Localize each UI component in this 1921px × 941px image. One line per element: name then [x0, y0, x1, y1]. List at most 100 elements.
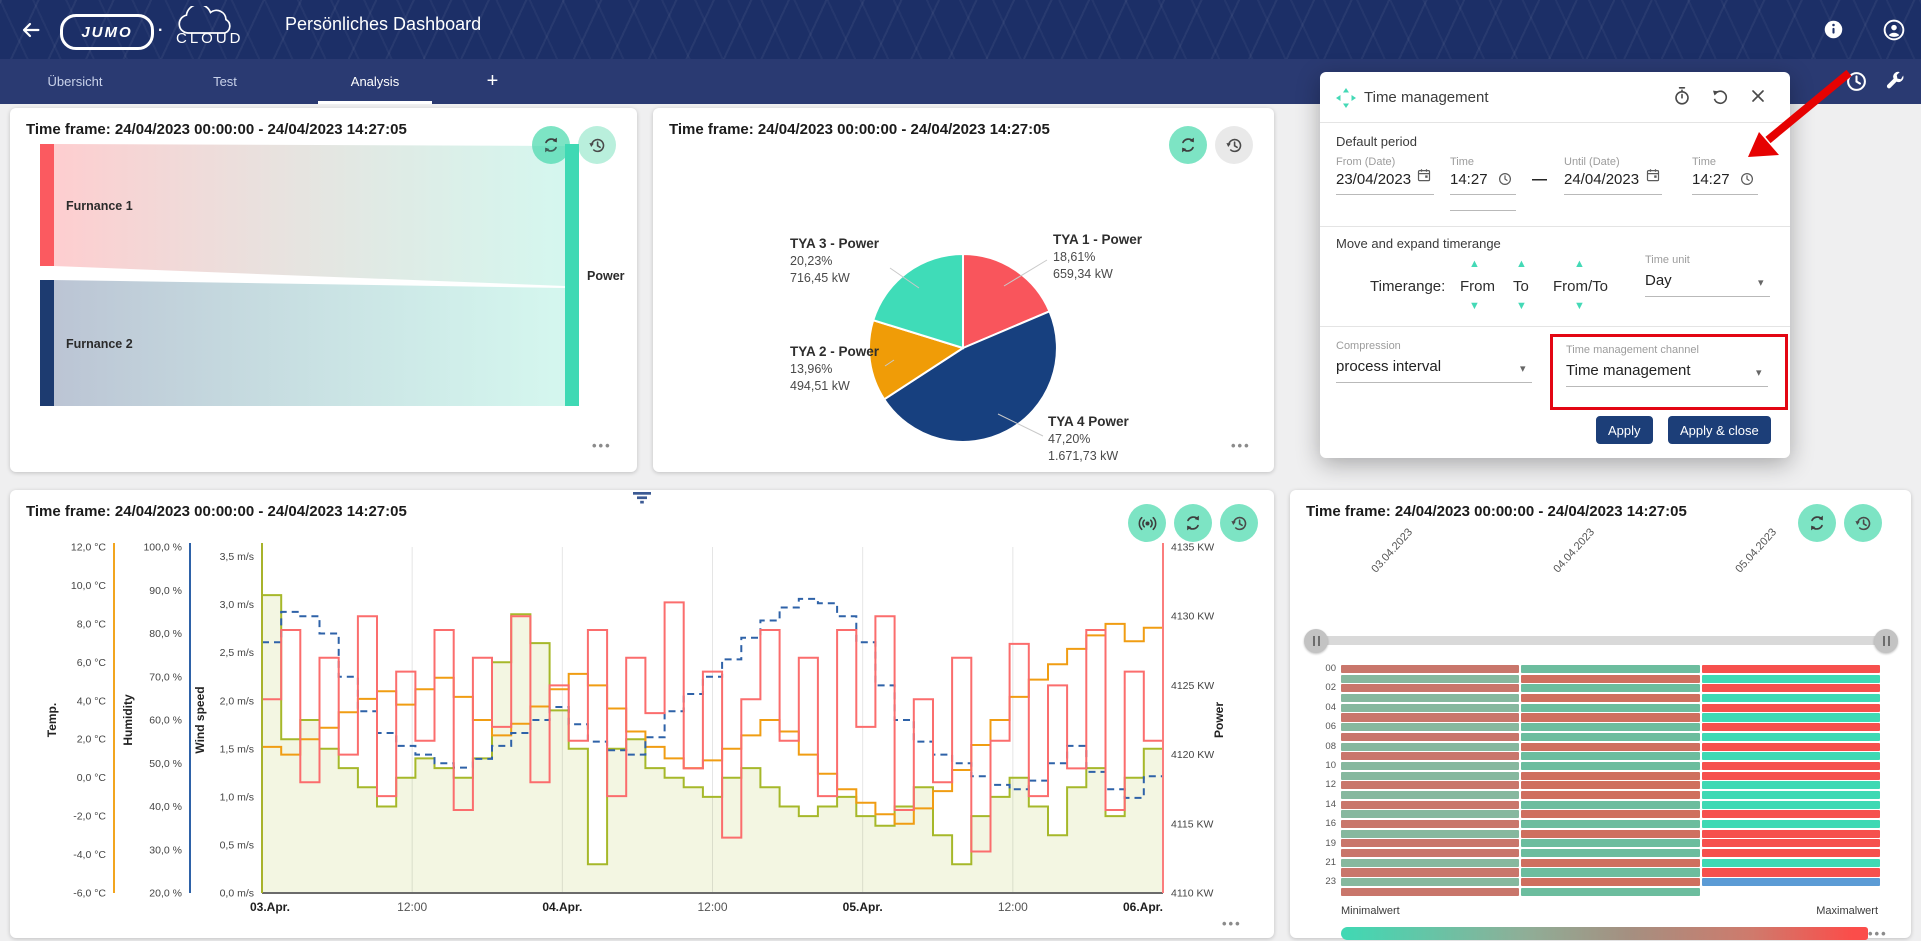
temp-tick-label: -2,0 °C	[73, 811, 106, 823]
time-management-clock-icon[interactable]	[1845, 70, 1869, 94]
to-decrease-arrow[interactable]: ▼	[1516, 300, 1527, 312]
pie-chart: TYA 1 - Power 18,61% 659,34 kW TYA 4 Power 4…	[790, 232, 1143, 463]
time-unit-select[interactable]: Day	[1645, 272, 1672, 289]
clock-small-icon[interactable]	[1498, 172, 1512, 191]
x-tick-label: 05.Apr.	[843, 900, 883, 914]
close-icon[interactable]	[1748, 86, 1770, 108]
refresh-button[interactable]	[1798, 504, 1836, 542]
calendar-icon[interactable]	[1646, 168, 1660, 187]
temp-tick-label: 4,0 °C	[77, 695, 107, 707]
dropdown-arrow-icon[interactable]: ▾	[1520, 363, 1526, 375]
temp-tick-label: 6,0 °C	[77, 657, 107, 669]
info-icon[interactable]	[1822, 18, 1846, 42]
add-tab-button[interactable]: +	[486, 70, 499, 92]
history-button[interactable]	[1220, 504, 1258, 542]
from-increase-arrow[interactable]: ▲	[1469, 258, 1480, 270]
heatmap-row-label: 14	[1325, 798, 1336, 810]
humidity-tick-label: 100,0 %	[143, 542, 182, 554]
heatmap-date-label: 05.04.2023	[1733, 526, 1780, 576]
channel-select[interactable]: Time management	[1566, 362, 1691, 379]
heatmap-cell	[1341, 878, 1520, 887]
until-date-label: Until (Date)	[1564, 156, 1620, 168]
timerange-label: Timerange:	[1370, 278, 1446, 295]
heatmap-cell	[1521, 684, 1700, 693]
power-tick-label: 4125 KW	[1171, 680, 1214, 692]
heatmap-cell	[1341, 839, 1520, 848]
account-icon[interactable]	[1882, 18, 1906, 42]
live-button[interactable]	[1128, 504, 1166, 542]
sankey-label-furnance1: Furnance 1	[66, 199, 133, 213]
dropdown-arrow-icon[interactable]: ▾	[1756, 367, 1762, 379]
from-time-label: Time	[1450, 156, 1475, 168]
heatmap-cell	[1521, 771, 1700, 780]
heatmap-cell	[1521, 674, 1700, 683]
range-slider-right-handle[interactable]	[1874, 629, 1898, 653]
until-time-field[interactable]: 14:27	[1692, 171, 1730, 188]
heatmap-cell	[1701, 684, 1880, 693]
wind-tick-label: 3,0 m/s	[220, 599, 254, 611]
heatmap-row-label: 23	[1325, 876, 1336, 888]
dropdown-arrow-icon[interactable]: ▾	[1758, 277, 1764, 289]
temp-tick-label: 12,0 °C	[71, 542, 107, 554]
filter-icon[interactable]	[630, 490, 654, 510]
apply-button[interactable]: Apply	[1596, 416, 1653, 444]
heatmap-cell	[1341, 800, 1520, 809]
sankey-flow-furnance2	[54, 280, 565, 406]
logo-separator-dot: ·	[158, 22, 164, 39]
heatmap-cell	[1701, 674, 1880, 683]
x-tick-label: 06.Apr.	[1123, 900, 1163, 914]
heatmap-cell	[1701, 752, 1880, 761]
x-tick-label: 12:00	[697, 900, 727, 914]
from-time-field[interactable]: 14:27	[1450, 171, 1488, 188]
power-tick-label: 4130 KW	[1171, 611, 1214, 623]
pie-slice-value: 1.671,73 kW	[1048, 449, 1118, 463]
from-spinner-label: From	[1460, 278, 1495, 295]
undo-icon[interactable]	[1710, 86, 1732, 108]
heatmap-cell	[1521, 887, 1700, 896]
tab-analysis[interactable]: Analysis	[300, 59, 450, 104]
legend-max-label: Maximalwert	[1816, 905, 1878, 917]
power-tick-label: 4115 KW	[1171, 818, 1213, 830]
heatmap-cell	[1341, 849, 1520, 858]
cloud-icon	[178, 6, 231, 34]
calendar-icon[interactable]	[1417, 168, 1431, 187]
to-increase-arrow[interactable]: ▲	[1516, 258, 1527, 270]
tab-test[interactable]: Test	[213, 74, 237, 89]
wind-tick-label: 0,5 m/s	[220, 839, 254, 851]
wrench-icon[interactable]	[1884, 70, 1908, 94]
heatmap-cell	[1521, 761, 1700, 770]
refresh-button[interactable]	[1169, 126, 1207, 164]
clock-small-icon[interactable]	[1740, 172, 1754, 191]
humidity-tick-label: 90,0 %	[149, 585, 182, 597]
line-card-title: Time frame: 24/04/2023 00:00:00 - 24/04/…	[26, 503, 407, 520]
fromto-increase-arrow[interactable]: ▲	[1574, 258, 1585, 270]
x-tick-label: 04.Apr.	[542, 900, 582, 914]
history-button[interactable]	[1215, 126, 1253, 164]
heatmap-cell	[1341, 742, 1520, 751]
tab-übersicht[interactable]: Übersicht	[47, 74, 103, 89]
range-slider-track[interactable]	[1318, 636, 1884, 645]
card-menu-dots[interactable]: •••	[1231, 438, 1251, 453]
temp-tick-label: -6,0 °C	[73, 888, 106, 900]
default-period-label: Default period	[1336, 134, 1417, 149]
refresh-button[interactable]	[1174, 504, 1212, 542]
card-menu-dots[interactable]: •••	[1222, 916, 1242, 931]
heatmap-cell	[1521, 732, 1700, 741]
history-button[interactable]	[1844, 504, 1882, 542]
range-slider-left-handle[interactable]	[1304, 629, 1328, 653]
fromto-decrease-arrow[interactable]: ▼	[1574, 300, 1585, 312]
until-date-field[interactable]: 24/04/2023	[1564, 171, 1640, 188]
apply-close-button[interactable]: Apply & close	[1668, 416, 1771, 444]
card-menu-dots[interactable]: •••	[592, 438, 612, 453]
from-decrease-arrow[interactable]: ▼	[1469, 300, 1480, 312]
card-menu-dots[interactable]: •••	[1868, 926, 1888, 941]
back-arrow-icon[interactable]	[18, 18, 42, 42]
pie-slice-pct: 13,96%	[790, 362, 832, 376]
from-date-field[interactable]: 23/04/2023	[1336, 171, 1412, 188]
compression-select[interactable]: process interval	[1336, 358, 1442, 375]
power-tick-label: 4110 KW	[1171, 888, 1213, 900]
heatmap-row-label: 08	[1325, 740, 1336, 752]
heatmap-cell	[1701, 790, 1880, 800]
timer-icon[interactable]	[1672, 86, 1694, 108]
history-button[interactable]	[578, 126, 616, 164]
